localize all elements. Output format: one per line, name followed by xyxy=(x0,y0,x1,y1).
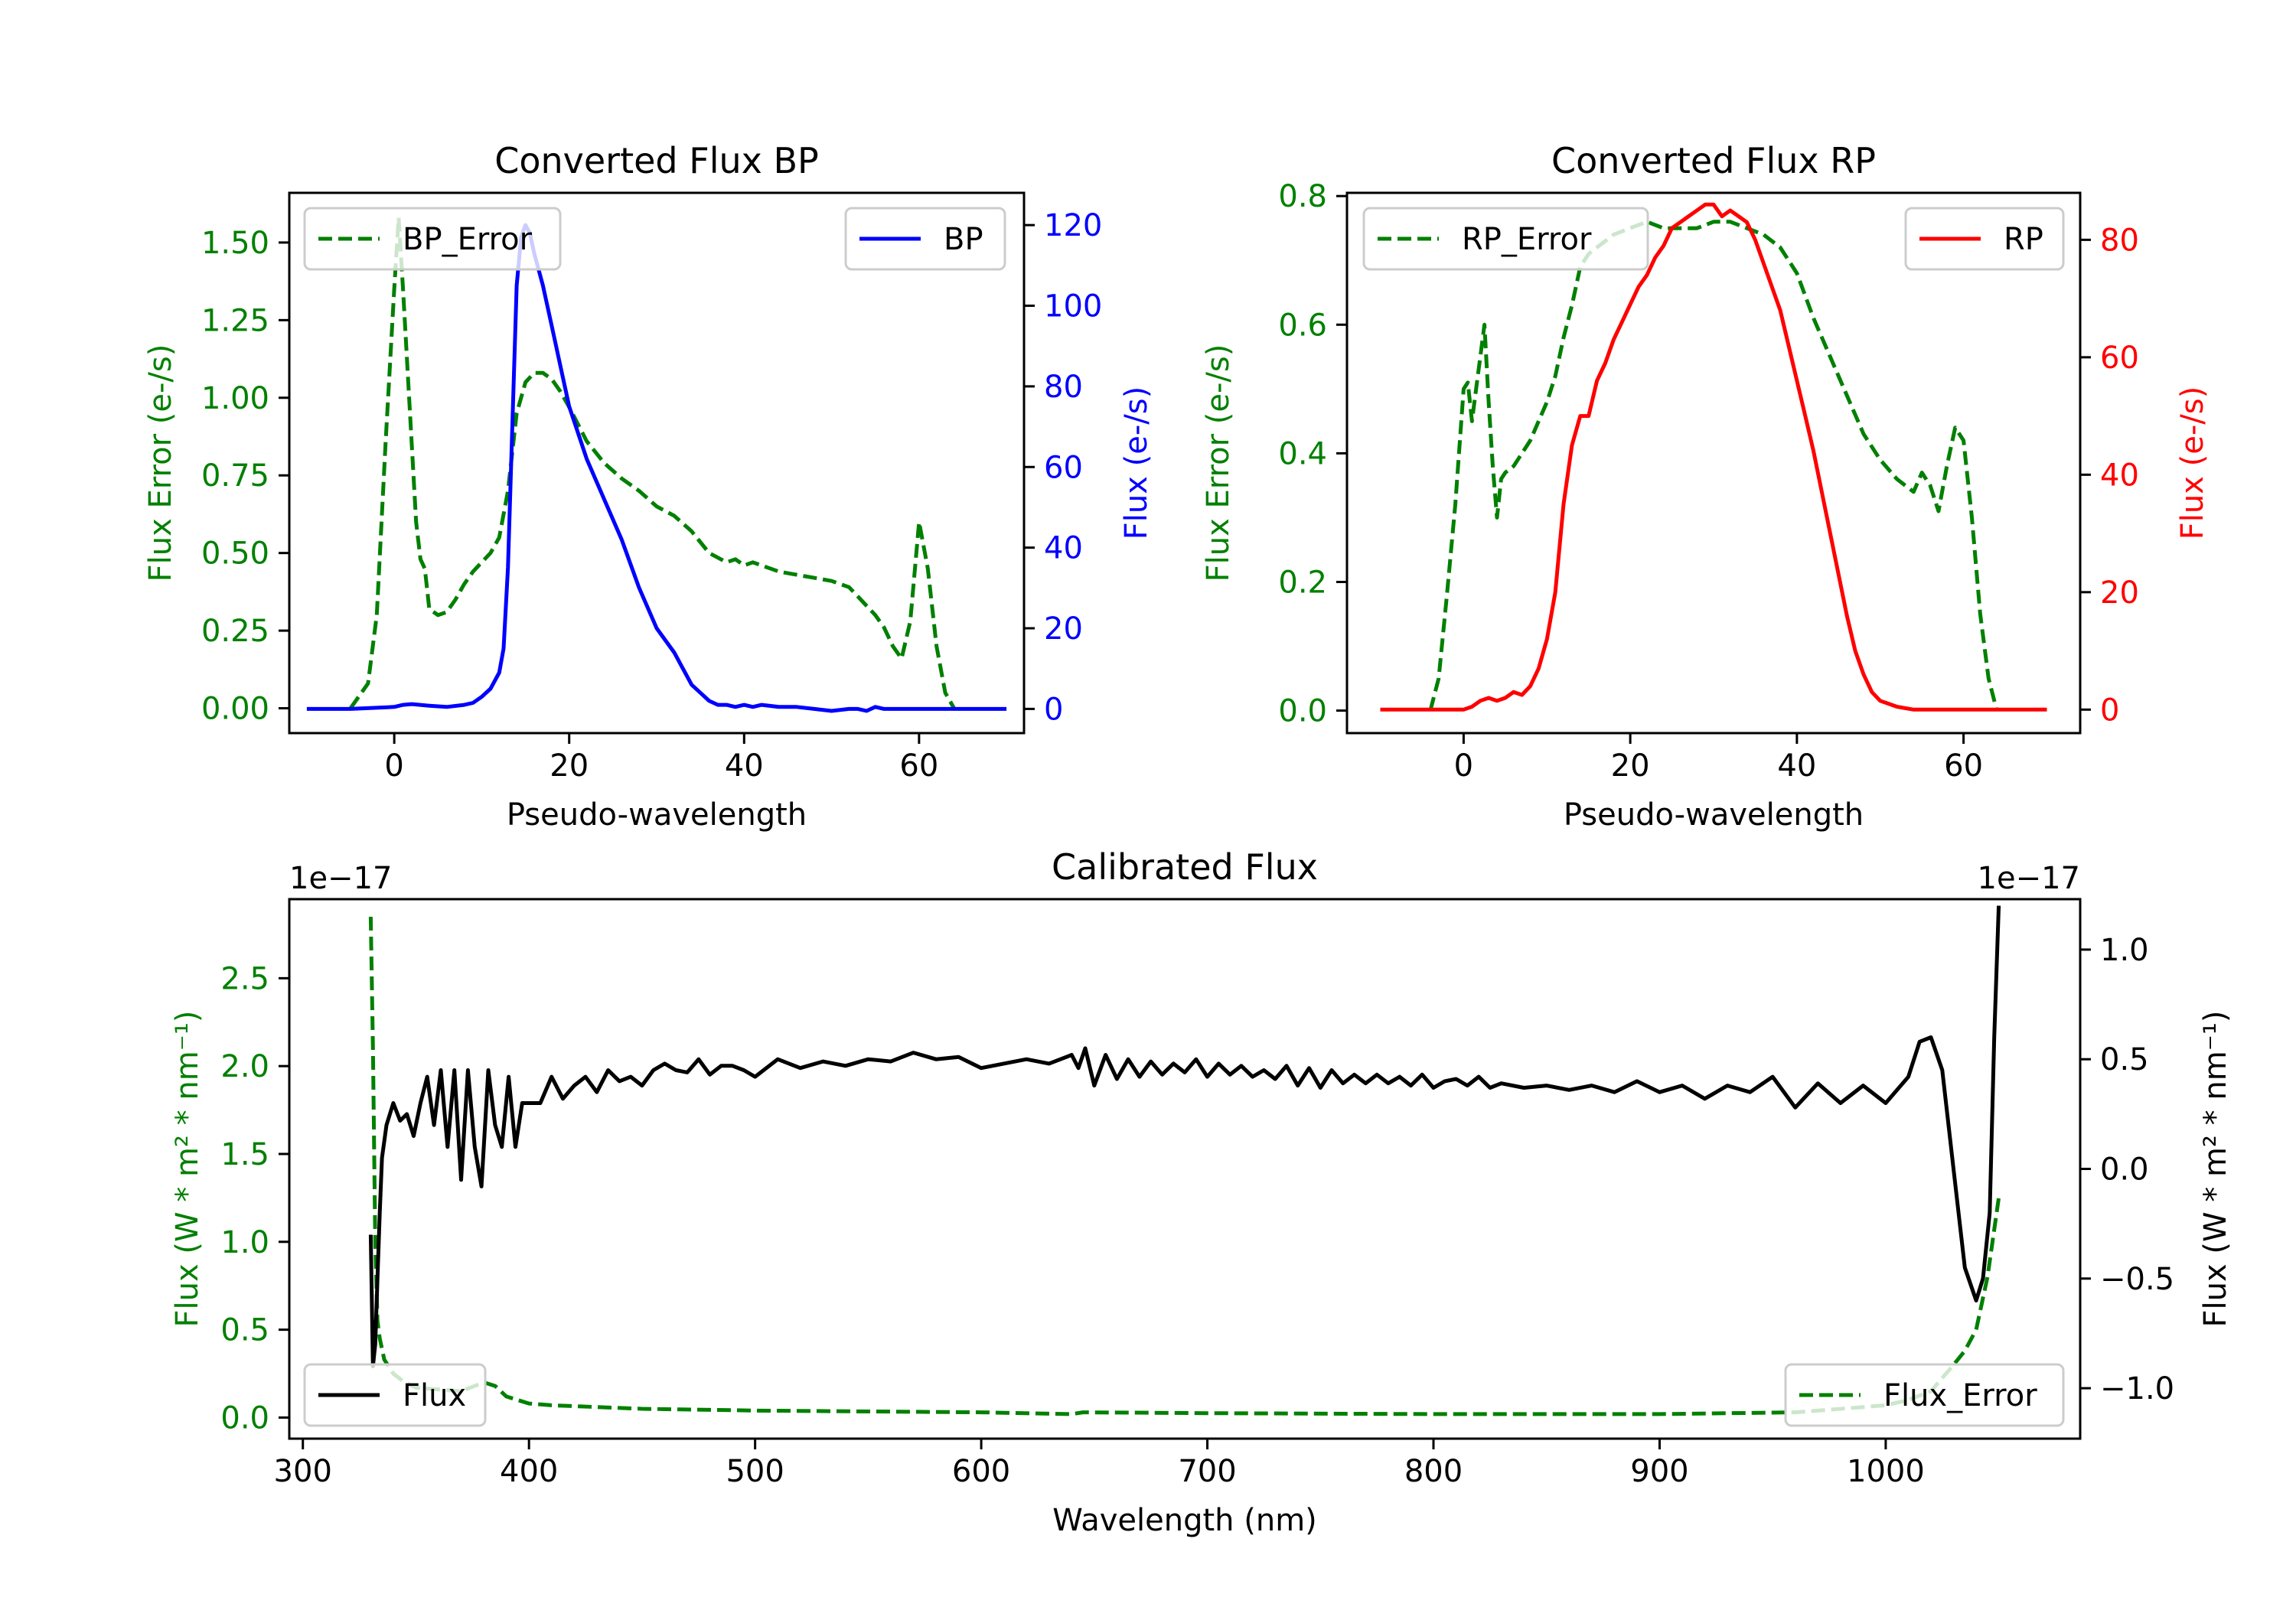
calibrated-x-axis-label: Wavelength (nm) xyxy=(1052,1503,1317,1538)
rp-right-y-tick-label: 20 xyxy=(2100,575,2139,611)
calibrated-x-tick-label: 300 xyxy=(274,1454,332,1489)
bp-right-y-tick-label: 80 xyxy=(1044,370,1083,405)
bp-x-tick-label: 60 xyxy=(899,748,938,784)
calibrated-legend-right-label: Flux_Error xyxy=(1883,1378,2037,1413)
rp-left-y-tick-label: 0.0 xyxy=(1278,694,1327,729)
rp-plot-frame xyxy=(1345,191,2082,735)
rp-chart-title: Converted Flux RP xyxy=(1551,140,1876,181)
bp-series-bp-line xyxy=(306,223,1007,713)
calibrated-right-y-tick-label: −0.5 xyxy=(2100,1262,2174,1297)
calibrated-left-y-tick-label: 2.5 xyxy=(220,961,269,996)
calibrated-series-flux-line xyxy=(368,905,2001,1368)
calibrated-right-y-tick-label: 1.0 xyxy=(2100,933,2149,968)
rp-x-tick-label: 20 xyxy=(1611,748,1650,784)
calibrated-legend-left-label: Flux xyxy=(403,1378,466,1413)
calibrated-x-tick-label: 800 xyxy=(1404,1454,1463,1489)
bp-x-tick-label: 40 xyxy=(725,748,764,784)
calibrated-x-tick-label: 700 xyxy=(1178,1454,1236,1489)
bp-x-axis-label: Pseudo-wavelength xyxy=(507,797,807,833)
calibrated-x-tick-label: 400 xyxy=(500,1454,558,1489)
bp-left-y-tick-label: 1.25 xyxy=(201,303,269,338)
calibrated-legend-right xyxy=(1784,1363,2065,1427)
rp-legend-left xyxy=(1362,207,1649,271)
bp-right-y-tick-label: 100 xyxy=(1044,289,1102,324)
calibrated-left-y-axis-label: Flux (W * m² * nm⁻¹) xyxy=(170,1011,205,1328)
bp-right-y-tick-label: 120 xyxy=(1044,208,1102,243)
rp-right-y-tick-label: 80 xyxy=(2100,223,2139,258)
bp-right-y-axis-label: Flux (e-/s) xyxy=(1119,386,1154,539)
bp-legend-left xyxy=(303,207,562,271)
calibrated-left-y-tick-label: 1.5 xyxy=(220,1137,269,1172)
rp-x-axis-label: Pseudo-wavelength xyxy=(1564,797,1864,833)
bp-left-y-tick-label: 0.25 xyxy=(201,614,269,649)
rp-left-y-axis-label: Flux Error (e-/s) xyxy=(1201,344,1236,582)
rp-series-rp-error-line xyxy=(1428,220,1999,712)
calibrated-left-y-tick-label: 1.0 xyxy=(220,1225,269,1260)
rp-left-y-tick-label: 0.2 xyxy=(1278,565,1327,600)
calibrated-right-y-tick-label: 0.0 xyxy=(2100,1152,2149,1188)
calibrated-legend-left xyxy=(303,1363,487,1427)
bp-right-y-tick-label: 20 xyxy=(1044,611,1083,647)
bp-x-tick-label: 0 xyxy=(384,748,403,784)
bp-x-tick-label: 20 xyxy=(550,748,589,784)
bp-legend-right-label: BP xyxy=(944,222,983,257)
rp-left-y-tick-label: 0.6 xyxy=(1278,308,1327,343)
calibrated-left-y-tick-label: 0.5 xyxy=(220,1313,269,1348)
bp-legend-left-label: BP_Error xyxy=(403,222,533,257)
bp-series-bp-error-line xyxy=(348,216,956,709)
rp-right-y-tick-label: 40 xyxy=(2100,458,2139,493)
rp-x-tick-label: 60 xyxy=(1944,748,1983,784)
calibrated-x-tick-label: 900 xyxy=(1630,1454,1688,1489)
rp-x-tick-label: 40 xyxy=(1777,748,1816,784)
calibrated-x-tick-label: 600 xyxy=(952,1454,1010,1489)
rp-left-y-tick-label: 0.4 xyxy=(1278,436,1327,471)
bp-right-y-tick-label: 60 xyxy=(1044,450,1083,485)
bp-chart-title: Converted Flux BP xyxy=(494,140,819,181)
rp-left-y-tick-label: 0.8 xyxy=(1278,179,1327,214)
bp-legend-right xyxy=(844,207,1006,271)
calibrated-left-y-tick-label: 0.0 xyxy=(220,1400,269,1436)
bp-left-y-tick-label: 0.75 xyxy=(201,458,269,494)
calibrated-right-y-axis-label: Flux (W * m² * nm⁻¹) xyxy=(2198,1011,2233,1328)
calibrated-right-offset-text: 1e−17 xyxy=(1978,861,2080,896)
rp-legend-right-label: RP xyxy=(2004,222,2043,257)
rp-right-y-axis-label: Flux (e-/s) xyxy=(2175,386,2210,539)
rp-series-rp-line xyxy=(1380,202,2047,712)
bp-plot-frame xyxy=(288,191,1026,735)
bp-right-y-tick-label: 40 xyxy=(1044,531,1083,566)
calibrated-left-offset-text: 1e−17 xyxy=(289,861,392,896)
calibrated-x-tick-label: 500 xyxy=(726,1454,784,1489)
calibrated-left-y-tick-label: 2.0 xyxy=(220,1049,269,1084)
rp-legend-left-label: RP_Error xyxy=(1462,222,1592,257)
calibrated-series-flux-error-line xyxy=(368,916,2001,1416)
rp-right-y-tick-label: 60 xyxy=(2100,341,2139,376)
bp-left-y-tick-label: 1.50 xyxy=(201,226,269,261)
rp-right-y-tick-label: 0 xyxy=(2100,693,2119,728)
rp-legend-right xyxy=(1904,207,2065,271)
bp-left-y-axis-label: Flux Error (e-/s) xyxy=(143,344,178,582)
calibrated-x-tick-label: 1000 xyxy=(1847,1454,1925,1489)
calibrated-right-y-tick-label: −1.0 xyxy=(2100,1371,2174,1407)
bp-right-y-tick-label: 0 xyxy=(1044,692,1063,727)
bp-left-y-tick-label: 1.00 xyxy=(201,381,269,416)
bp-left-y-tick-label: 0.50 xyxy=(201,536,269,572)
bp-left-y-tick-label: 0.00 xyxy=(201,692,269,727)
calibrated-plot-frame xyxy=(288,898,2082,1440)
rp-x-tick-label: 0 xyxy=(1454,748,1473,784)
calibrated-chart-title: Calibrated Flux xyxy=(1052,846,1318,888)
calibrated-right-y-tick-label: 0.5 xyxy=(2100,1042,2149,1077)
